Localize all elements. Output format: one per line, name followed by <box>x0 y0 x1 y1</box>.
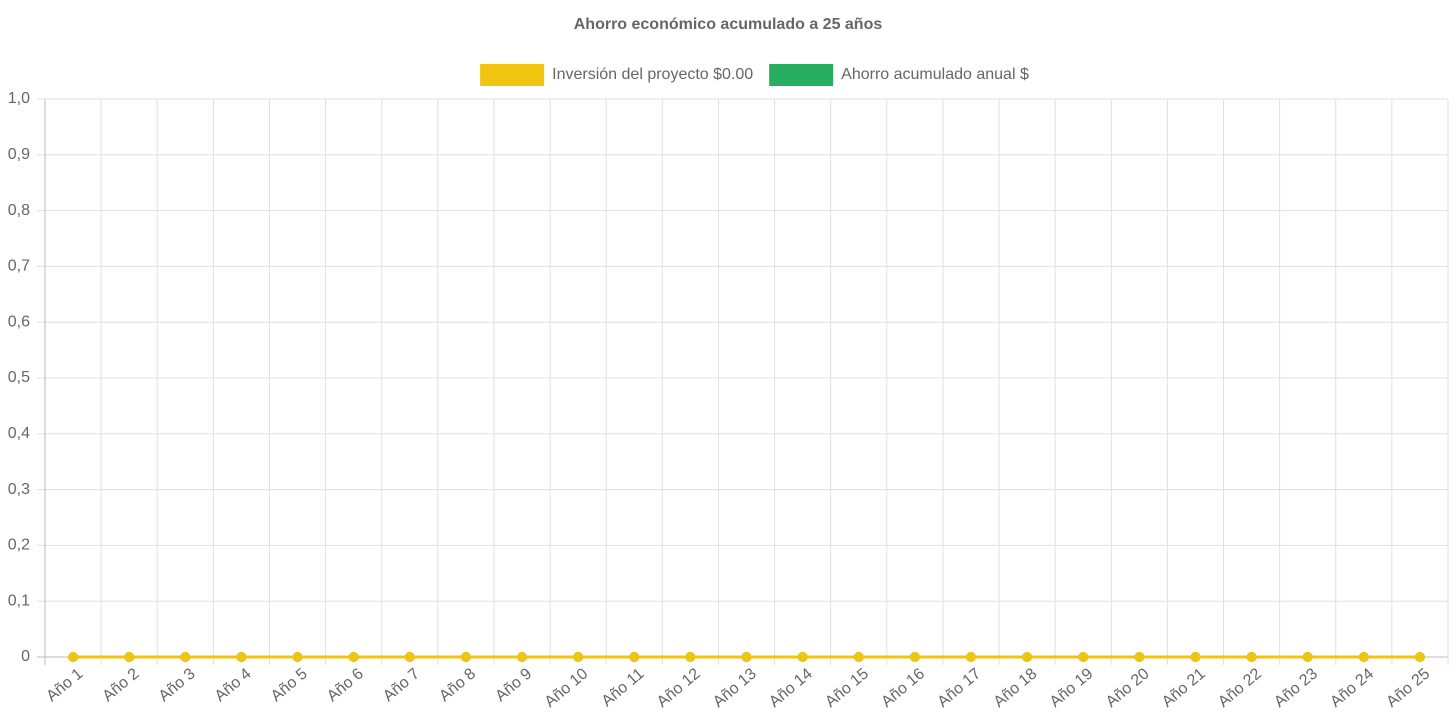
x-tick-label: Año 10 <box>542 665 592 711</box>
data-point <box>853 652 864 662</box>
data-point <box>1358 652 1369 662</box>
x-tick-label: Año 21 <box>1159 665 1209 711</box>
x-tick-label: Año 4 <box>212 665 255 705</box>
y-tick-label: 0,7 <box>8 258 30 275</box>
data-point <box>573 652 584 662</box>
data-point <box>1246 652 1257 662</box>
y-tick-label: 0,9 <box>8 146 30 163</box>
x-tick-label: Año 23 <box>1271 665 1321 711</box>
data-point <box>348 652 359 662</box>
y-tick-label: 0,6 <box>8 313 30 330</box>
legend: Inversión del proyecto $0.00 Ahorro acumu… <box>480 64 1029 86</box>
data-point <box>236 652 247 662</box>
x-tick-label: Año 5 <box>268 665 311 705</box>
data-point <box>1414 652 1425 662</box>
data-point <box>1022 652 1033 662</box>
data-point <box>797 652 808 662</box>
data-point <box>124 652 135 662</box>
x-tick-label: Año 25 <box>1383 665 1433 711</box>
x-tick-label: Año 2 <box>100 665 143 705</box>
x-tick-label: Año 24 <box>1327 665 1377 711</box>
y-tick-label: 0,1 <box>8 592 30 609</box>
data-point <box>629 652 640 662</box>
data-point <box>404 652 415 662</box>
data-point <box>685 652 696 662</box>
x-tick-label: Año 11 <box>599 665 648 710</box>
data-point <box>68 652 79 662</box>
data-point <box>460 652 471 662</box>
data-point <box>1302 652 1313 662</box>
y-tick-label: 0,4 <box>8 425 30 442</box>
chart-title: Ahorro económico acumulado a 25 años <box>574 16 883 33</box>
y-tick-label: 0 <box>21 648 30 665</box>
legend-swatch <box>480 64 545 86</box>
data-point <box>965 652 976 662</box>
data-point <box>180 652 191 662</box>
y-tick-label: 1,0 <box>8 90 30 107</box>
data-point <box>741 652 752 662</box>
x-tick-label: Año 15 <box>822 665 872 711</box>
data-point <box>1190 652 1201 662</box>
y-tick-label: 0,5 <box>8 369 30 386</box>
x-tick-label: Año 9 <box>492 665 535 705</box>
legend-label: Inversión del proyecto $0.00 <box>552 66 753 83</box>
data-point <box>1134 652 1145 662</box>
legend-swatch <box>769 64 834 86</box>
x-tick-label: Año 14 <box>766 665 816 711</box>
data-point <box>1078 652 1089 662</box>
y-tick-label: 0,3 <box>8 481 30 498</box>
x-tick-label: Año 7 <box>380 665 423 705</box>
x-tick-label: Año 12 <box>654 665 704 711</box>
x-tick-label: Año 19 <box>1047 665 1097 711</box>
x-tick-label: Año 6 <box>324 665 367 705</box>
data-point <box>292 652 303 662</box>
x-tick-label: Año 3 <box>156 665 199 705</box>
x-tick-label: Año 17 <box>934 665 984 711</box>
x-tick-label: Año 1 <box>43 665 86 705</box>
y-tick-label: 0,2 <box>8 537 30 554</box>
data-point <box>909 652 920 662</box>
x-tick-label: Año 13 <box>710 665 760 711</box>
x-tick-label: Año 22 <box>1215 665 1265 711</box>
legend-label: Ahorro acumulado anual $ <box>841 66 1029 83</box>
y-tick-label: 0,8 <box>8 202 30 219</box>
x-tick-label: Año 18 <box>991 665 1041 711</box>
x-tick-label: Año 16 <box>878 665 928 711</box>
x-tick-label: Año 8 <box>436 665 479 705</box>
data-point <box>517 652 528 662</box>
x-tick-label: Año 20 <box>1103 665 1153 711</box>
